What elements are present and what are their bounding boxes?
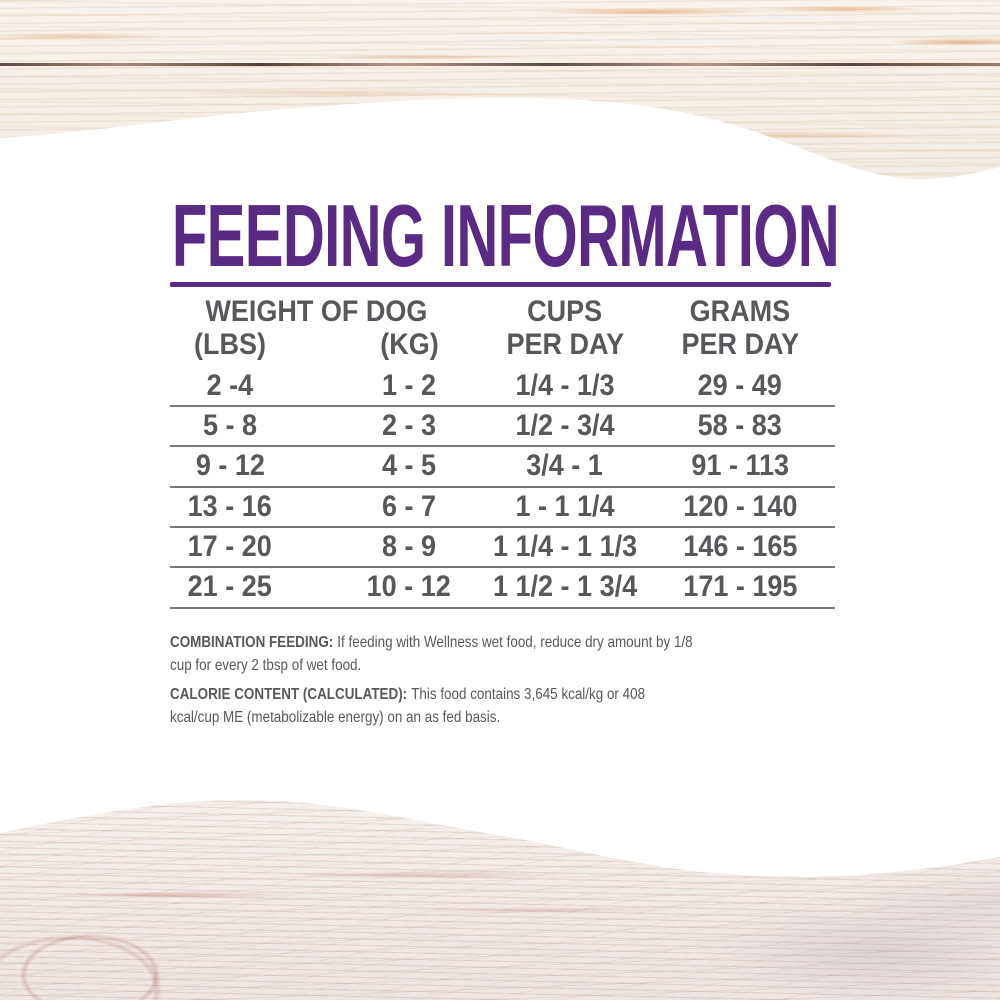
cell-lbs: 13 - 16 [187, 489, 273, 523]
header-cups: CUPS [527, 295, 603, 328]
note-text: kcal/cup ME (metabolizable energy) on an… [170, 709, 501, 727]
top-wave-edge [0, 98, 1000, 200]
table-row: 13 - 16 6 - 7 1 - 1 1/4 120 - 140 [170, 488, 835, 529]
note-text: cup for every 2 tbsp of wet food. [170, 657, 362, 675]
cell-cups: 1/4 - 1/3 [515, 368, 615, 402]
cell-kg: 6 - 7 [381, 489, 437, 523]
cell-cups: 1 - 1 1/4 [515, 489, 615, 523]
cell-lbs: 2 -4 [206, 368, 254, 402]
table-row: 5 - 8 2 - 3 1/2 - 3/4 58 - 83 [170, 407, 835, 448]
footnotes: COMBINATION FEEDING: If feeding with Well… [170, 631, 870, 735]
feeding-table-body: 2 -4 1 - 2 1/4 - 1/3 29 - 49 5 - 8 2 - 3… [170, 367, 835, 609]
table-header-row-1: WEIGHT OF DOG CUPS GRAMS [170, 296, 835, 328]
note-line: kcal/cup ME (metabolizable energy) on an… [170, 706, 870, 729]
note-text: If feeding with Wellness wet food, reduc… [337, 634, 693, 651]
cell-cups: 1 1/2 - 1 3/4 [492, 570, 638, 604]
header-grams: GRAMS [689, 295, 791, 328]
cell-cups: 1/2 - 3/4 [515, 408, 615, 442]
cell-grams: 120 - 140 [682, 489, 798, 523]
note-line: COMBINATION FEEDING: If feeding with Well… [170, 631, 870, 654]
cell-grams: 91 - 113 [691, 449, 789, 483]
cell-kg: 1 - 2 [381, 368, 437, 402]
cell-kg: 8 - 9 [381, 530, 437, 564]
cell-lbs: 17 - 20 [187, 530, 273, 564]
note-calorie-content: CALORIE CONTENT (CALCULATED): This food c… [170, 683, 870, 730]
note-line: CALORIE CONTENT (CALCULATED): This food c… [170, 683, 870, 706]
page-title-text: FEEDING INFORMATION [171, 186, 840, 285]
table-row: 2 -4 1 - 2 1/4 - 1/3 29 - 49 [170, 367, 835, 407]
cell-kg: 10 - 12 [366, 570, 452, 604]
cell-kg: 2 - 3 [381, 408, 437, 442]
cell-kg: 4 - 5 [381, 449, 437, 483]
note-combination-feeding: COMBINATION FEEDING: If feeding with Well… [170, 631, 870, 678]
cell-lbs: 21 - 25 [187, 570, 273, 604]
note-label: CALORIE CONTENT (CALCULATED): [170, 685, 408, 703]
header-grams-per-day: PER DAY [681, 328, 799, 361]
cell-lbs: 5 - 8 [202, 408, 258, 442]
bottom-wave-edge [0, 780, 1000, 877]
cell-lbs: 9 - 12 [195, 449, 265, 483]
table-header-row-2: (LBS) (KG) PER DAY PER DAY [170, 329, 835, 361]
table-row: 21 - 25 10 - 12 1 1/2 - 1 3/4 171 - 195 [170, 568, 835, 609]
table-row: 17 - 20 8 - 9 1 1/4 - 1 1/3 146 - 165 [170, 528, 835, 569]
cell-grams: 58 - 83 [697, 408, 783, 442]
wood-plank-seam [0, 63, 1000, 66]
header-cups-per-day: PER DAY [506, 328, 624, 361]
title-underline [170, 282, 831, 287]
note-text: This food contains 3,645 kcal/kg or 408 [411, 685, 646, 703]
note-line: cup for every 2 tbsp of wet food. [170, 654, 870, 677]
header-weight-of-dog: WEIGHT OF DOG [205, 295, 427, 328]
cell-grams: 146 - 165 [682, 530, 798, 564]
cell-grams: 29 - 49 [697, 368, 783, 402]
cell-cups: 1 1/4 - 1 1/3 [492, 530, 638, 564]
page-title: FEEDING INFORMATION [0, 192, 1000, 280]
table-row: 9 - 12 4 - 5 3/4 - 1 91 - 113 [170, 447, 835, 488]
note-label: COMBINATION FEEDING: [170, 634, 334, 651]
cell-grams: 171 - 195 [682, 570, 798, 604]
header-kg-unit: (KG) [379, 328, 439, 361]
header-lbs-unit: (LBS) [193, 328, 266, 361]
cell-cups: 3/4 - 1 [526, 449, 604, 483]
